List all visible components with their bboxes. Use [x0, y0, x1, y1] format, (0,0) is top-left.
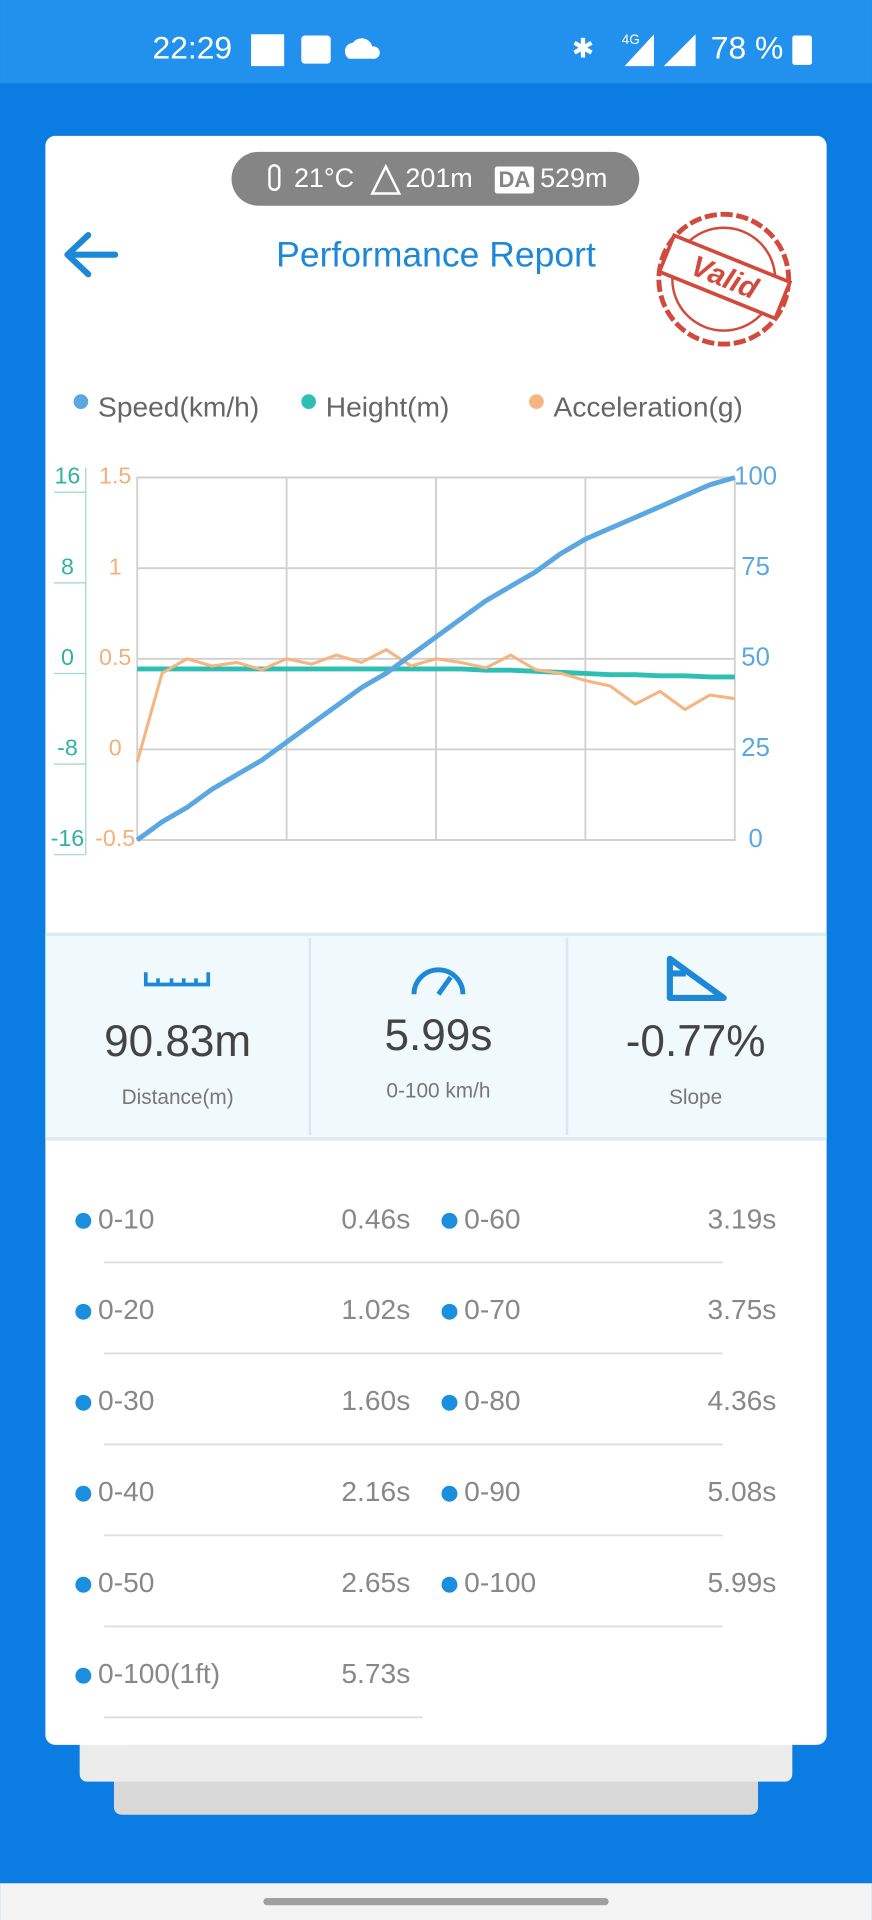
bullet — [75, 1667, 92, 1684]
battery-icon — [792, 35, 812, 65]
split-value: 2.16s — [341, 1476, 410, 1507]
series-line — [135, 475, 736, 842]
mountain-icon — [370, 163, 402, 195]
legend-label: Height(m) — [326, 391, 450, 422]
split-value: 5.99s — [708, 1567, 777, 1598]
chart: Speed(km/h) Height(m) Acceleration(g) -16 -8… — [51, 391, 777, 856]
stat-label: Slope — [669, 1086, 722, 1109]
split-label: 0-70 — [464, 1294, 520, 1325]
bullet — [75, 1485, 92, 1502]
bullet — [441, 1212, 458, 1229]
split-value: 1.02s — [341, 1294, 410, 1325]
y3-tick-label: 0.5 — [99, 644, 131, 670]
altitude: 201m — [405, 163, 472, 193]
split-label: 0-10 — [98, 1203, 154, 1234]
y3-tick-label: 0 — [109, 735, 122, 761]
page-title: Performance Report — [276, 235, 596, 275]
y3-tick-label: -0.5 — [95, 825, 135, 851]
legend-swatch — [301, 394, 316, 409]
split-value: 1.60s — [341, 1385, 410, 1416]
split-times: 0-10 0.46s 0-20 1.02s 0-30 1.60s 0-40 2.16s 0-50… — [75, 1203, 777, 1719]
bullet — [75, 1212, 92, 1229]
split-label: 0-30 — [98, 1385, 154, 1416]
da-badge — [494, 166, 534, 194]
signal-icon — [663, 34, 696, 67]
y-tick-label: -16 — [51, 825, 85, 851]
stat-value: 5.99s — [385, 1011, 493, 1060]
speedometer-needle — [436, 975, 453, 996]
split-label: 0-40 — [98, 1476, 154, 1507]
clock: 22:29 — [152, 30, 232, 66]
series-line — [137, 666, 735, 680]
ruler-icon — [143, 972, 211, 987]
y-tick-label: 16 — [54, 463, 80, 489]
bluetooth-icon: ✱ — [572, 33, 595, 63]
y2-tick-label: 50 — [741, 644, 770, 672]
stat-value: 90.83m — [104, 1017, 251, 1066]
slope-icon — [666, 955, 727, 1002]
network-type: 4G — [622, 32, 640, 47]
da-label: DA — [498, 167, 530, 192]
split-label: 0-100(1ft) — [98, 1658, 220, 1689]
split-value: 2.65s — [341, 1567, 410, 1598]
y-tick-label: 8 — [61, 553, 74, 579]
split-value: 3.19s — [708, 1203, 777, 1234]
bullet — [441, 1485, 458, 1502]
split-label: 0-60 — [464, 1203, 520, 1234]
split-label: 0-100 — [464, 1567, 536, 1598]
gallery-icon — [301, 35, 331, 64]
y3-tick-label: 1.5 — [99, 463, 131, 489]
split-value: 5.73s — [341, 1658, 410, 1689]
stat-label: Distance(m) — [122, 1086, 234, 1109]
split-value: 5.08s — [708, 1476, 777, 1507]
bullet — [441, 1394, 458, 1411]
notification-icon — [251, 34, 285, 67]
battery-level: 78 % — [711, 30, 784, 66]
y-tick-label: 0 — [61, 644, 74, 670]
bullet — [75, 1394, 92, 1411]
y2-tick-label: 0 — [748, 825, 762, 853]
stat-label: 0-100 km/h — [386, 1080, 490, 1103]
split-value: 0.46s — [341, 1203, 410, 1234]
bullet — [441, 1576, 458, 1593]
legend-label: Acceleration(g) — [554, 391, 743, 422]
legend-swatch — [73, 394, 89, 409]
split-value: 3.75s — [708, 1294, 777, 1325]
bullet — [441, 1303, 458, 1320]
split-label: 0-90 — [464, 1476, 520, 1507]
y-tick-label: -8 — [57, 735, 78, 761]
split-value: 4.36s — [708, 1385, 777, 1416]
back-button[interactable] — [64, 232, 119, 278]
split-label: 0-20 — [98, 1294, 154, 1325]
series-line — [135, 648, 735, 763]
speedometer-icon — [411, 967, 466, 995]
density-altitude: 529m — [540, 163, 607, 193]
bullet — [75, 1303, 92, 1320]
stat-value: -0.77% — [626, 1017, 766, 1066]
temperature: 21°C — [294, 163, 354, 193]
y2-tick-label: 100 — [734, 462, 777, 490]
status-bar — [0, 0, 872, 84]
y2-tick-label: 25 — [741, 734, 770, 762]
home-indicator[interactable] — [263, 1897, 609, 1906]
stats: 90.83m Distance(m) 5.99s 0-100 km/h -0.77% Sl… — [104, 1011, 765, 1109]
y2-tick-label: 75 — [741, 553, 770, 581]
legend-swatch — [529, 394, 544, 409]
bullet — [75, 1576, 92, 1593]
cloud-icon — [344, 38, 380, 59]
split-label: 0-80 — [464, 1385, 520, 1416]
legend-label: Speed(km/h) — [98, 391, 259, 422]
y3-tick-label: 1 — [109, 553, 122, 579]
conditions-pill — [231, 151, 640, 206]
thermometer-icon — [268, 164, 281, 192]
split-label: 0-50 — [98, 1567, 154, 1598]
